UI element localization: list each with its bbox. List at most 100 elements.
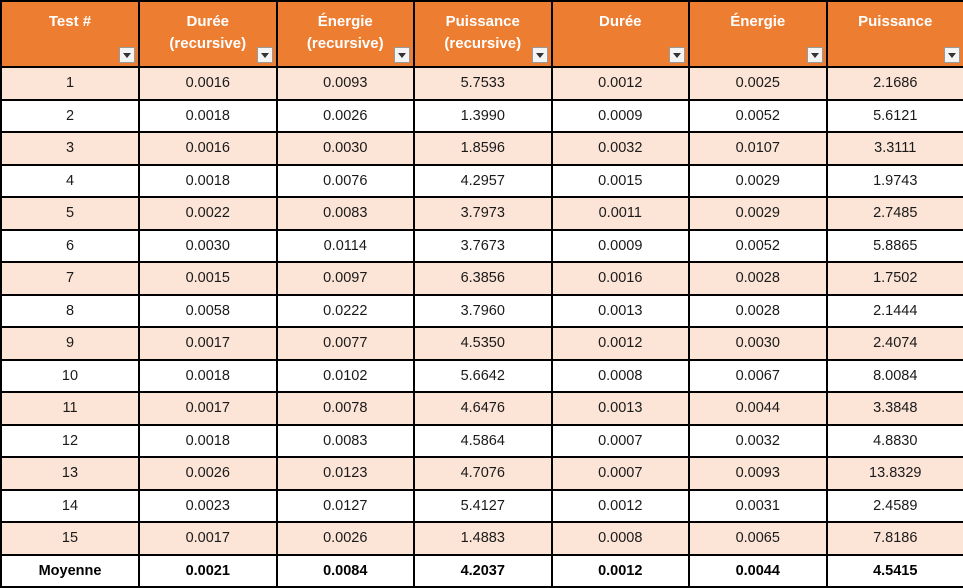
- average-cell[interactable]: 0.0044: [689, 555, 827, 587]
- table-cell[interactable]: 0.0058: [139, 295, 277, 328]
- table-cell[interactable]: 0.0114: [277, 230, 415, 263]
- table-cell[interactable]: 0.0015: [139, 262, 277, 295]
- table-cell[interactable]: 0.0009: [552, 230, 690, 263]
- table-cell[interactable]: 3.3111: [827, 132, 963, 165]
- table-cell[interactable]: 0.0016: [139, 67, 277, 100]
- table-cell[interactable]: 4.7076: [414, 457, 552, 490]
- test-number-cell[interactable]: 15: [1, 522, 139, 555]
- table-cell[interactable]: 0.0030: [139, 230, 277, 263]
- table-cell[interactable]: 13.8329: [827, 457, 963, 490]
- table-cell[interactable]: 0.0032: [689, 425, 827, 458]
- filter-dropdown-button[interactable]: [257, 47, 273, 63]
- table-cell[interactable]: 0.0107: [689, 132, 827, 165]
- test-number-cell[interactable]: 3: [1, 132, 139, 165]
- test-number-cell[interactable]: 4: [1, 165, 139, 198]
- table-cell[interactable]: 0.0052: [689, 100, 827, 133]
- table-cell[interactable]: 0.0023: [139, 490, 277, 523]
- test-number-cell[interactable]: 13: [1, 457, 139, 490]
- table-cell[interactable]: 2.1686: [827, 67, 963, 100]
- table-cell[interactable]: 0.0083: [277, 425, 415, 458]
- test-number-cell[interactable]: 12: [1, 425, 139, 458]
- table-cell[interactable]: 0.0067: [689, 360, 827, 393]
- table-cell[interactable]: 1.7502: [827, 262, 963, 295]
- table-cell[interactable]: 0.0030: [277, 132, 415, 165]
- test-number-cell[interactable]: 2: [1, 100, 139, 133]
- table-cell[interactable]: 5.6121: [827, 100, 963, 133]
- table-cell[interactable]: 0.0030: [689, 327, 827, 360]
- table-cell[interactable]: 0.0012: [552, 327, 690, 360]
- table-cell[interactable]: 0.0018: [139, 425, 277, 458]
- table-cell[interactable]: 0.0083: [277, 197, 415, 230]
- table-cell[interactable]: 0.0222: [277, 295, 415, 328]
- average-label-cell[interactable]: Moyenne: [1, 555, 139, 587]
- table-cell[interactable]: 0.0017: [139, 327, 277, 360]
- table-cell[interactable]: 0.0102: [277, 360, 415, 393]
- test-number-cell[interactable]: 8: [1, 295, 139, 328]
- table-cell[interactable]: 5.4127: [414, 490, 552, 523]
- table-cell[interactable]: 3.3848: [827, 392, 963, 425]
- table-cell[interactable]: 0.0097: [277, 262, 415, 295]
- test-number-cell[interactable]: 11: [1, 392, 139, 425]
- table-cell[interactable]: 2.4074: [827, 327, 963, 360]
- table-cell[interactable]: 1.4883: [414, 522, 552, 555]
- table-cell[interactable]: 0.0028: [689, 295, 827, 328]
- table-cell[interactable]: 1.8596: [414, 132, 552, 165]
- average-cell[interactable]: 4.2037: [414, 555, 552, 587]
- table-cell[interactable]: 4.2957: [414, 165, 552, 198]
- table-cell[interactable]: 0.0008: [552, 360, 690, 393]
- filter-dropdown-button[interactable]: [532, 47, 548, 63]
- table-cell[interactable]: 0.0009: [552, 100, 690, 133]
- table-cell[interactable]: 1.3990: [414, 100, 552, 133]
- test-number-cell[interactable]: 9: [1, 327, 139, 360]
- table-cell[interactable]: 0.0077: [277, 327, 415, 360]
- table-cell[interactable]: 0.0093: [277, 67, 415, 100]
- test-number-cell[interactable]: 1: [1, 67, 139, 100]
- table-cell[interactable]: 0.0025: [689, 67, 827, 100]
- table-cell[interactable]: 0.0017: [139, 392, 277, 425]
- average-cell[interactable]: 0.0012: [552, 555, 690, 587]
- filter-dropdown-button[interactable]: [944, 47, 960, 63]
- table-cell[interactable]: 5.8865: [827, 230, 963, 263]
- table-cell[interactable]: 2.1444: [827, 295, 963, 328]
- table-cell[interactable]: 0.0029: [689, 165, 827, 198]
- average-cell[interactable]: 0.0084: [277, 555, 415, 587]
- table-cell[interactable]: 0.0015: [552, 165, 690, 198]
- table-cell[interactable]: 0.0032: [552, 132, 690, 165]
- table-cell[interactable]: 0.0028: [689, 262, 827, 295]
- table-cell[interactable]: 0.0052: [689, 230, 827, 263]
- filter-dropdown-button[interactable]: [119, 47, 135, 63]
- table-cell[interactable]: 6.3856: [414, 262, 552, 295]
- table-cell[interactable]: 0.0007: [552, 425, 690, 458]
- test-number-cell[interactable]: 7: [1, 262, 139, 295]
- table-cell[interactable]: 8.0084: [827, 360, 963, 393]
- table-cell[interactable]: 0.0012: [552, 67, 690, 100]
- table-cell[interactable]: 1.9743: [827, 165, 963, 198]
- table-cell[interactable]: 0.0026: [277, 100, 415, 133]
- table-cell[interactable]: 4.5350: [414, 327, 552, 360]
- table-cell[interactable]: 4.6476: [414, 392, 552, 425]
- table-cell[interactable]: 0.0022: [139, 197, 277, 230]
- table-cell[interactable]: 0.0016: [552, 262, 690, 295]
- table-cell[interactable]: 2.7485: [827, 197, 963, 230]
- table-cell[interactable]: 0.0076: [277, 165, 415, 198]
- filter-dropdown-button[interactable]: [394, 47, 410, 63]
- table-cell[interactable]: 0.0018: [139, 360, 277, 393]
- table-cell[interactable]: 5.6642: [414, 360, 552, 393]
- table-cell[interactable]: 0.0016: [139, 132, 277, 165]
- filter-dropdown-button[interactable]: [807, 47, 823, 63]
- table-cell[interactable]: 0.0013: [552, 295, 690, 328]
- table-cell[interactable]: 4.5864: [414, 425, 552, 458]
- table-cell[interactable]: 0.0026: [277, 522, 415, 555]
- table-cell[interactable]: 0.0029: [689, 197, 827, 230]
- table-cell[interactable]: 0.0008: [552, 522, 690, 555]
- table-cell[interactable]: 0.0127: [277, 490, 415, 523]
- table-cell[interactable]: 0.0093: [689, 457, 827, 490]
- table-cell[interactable]: 0.0123: [277, 457, 415, 490]
- table-cell[interactable]: 3.7960: [414, 295, 552, 328]
- table-cell[interactable]: 0.0078: [277, 392, 415, 425]
- table-cell[interactable]: 3.7673: [414, 230, 552, 263]
- table-cell[interactable]: 0.0031: [689, 490, 827, 523]
- table-cell[interactable]: 0.0026: [139, 457, 277, 490]
- table-cell[interactable]: 0.0065: [689, 522, 827, 555]
- table-cell[interactable]: 0.0011: [552, 197, 690, 230]
